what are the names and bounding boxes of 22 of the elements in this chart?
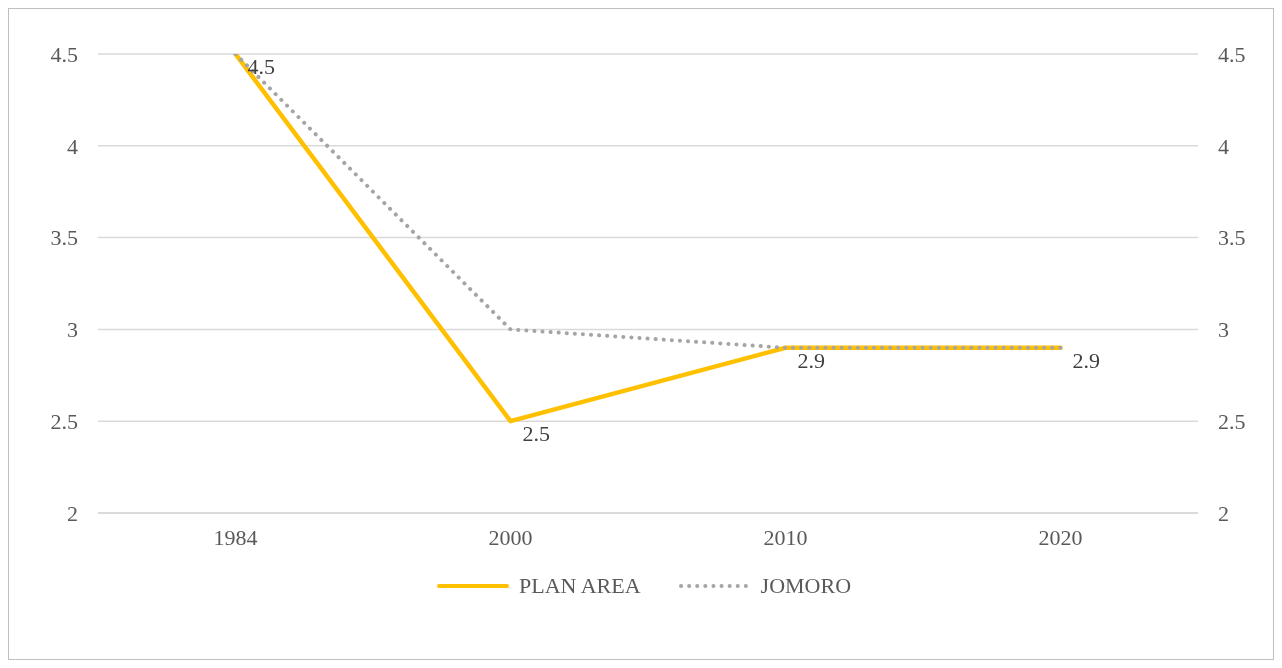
y2-tick-label: 2 (1218, 500, 1229, 526)
y-tick-label: 2.5 (50, 409, 78, 435)
y2-tick-label: 4 (1218, 133, 1229, 159)
y2-tick-label: 2.5 (1218, 409, 1246, 435)
data-label: 2.9 (797, 347, 825, 373)
y-tick-label: 2 (67, 500, 78, 526)
data-label: 4.5 (247, 54, 275, 79)
x-tick-label: 2000 (488, 524, 533, 550)
x-tick-label: 2020 (1038, 524, 1083, 550)
x-tick-label: 2010 (763, 524, 808, 550)
y2-tick-label: 3 (1218, 317, 1229, 343)
x-tick-label: 1984 (213, 524, 258, 550)
data-label: 2.9 (1072, 347, 1100, 373)
y-tick-label: 4 (67, 133, 78, 159)
y-tick-label: 3 (67, 317, 78, 343)
data-label: 2.5 (522, 421, 550, 447)
y2-tick-label: 3.5 (1218, 225, 1246, 251)
y-tick-label: 4.5 (50, 41, 78, 67)
legend-label: JOMORO (760, 573, 852, 599)
y2-tick-label: 4.5 (1218, 41, 1246, 67)
y-tick-label: 3.5 (50, 225, 78, 251)
legend-label: PLAN AREA (518, 573, 641, 599)
